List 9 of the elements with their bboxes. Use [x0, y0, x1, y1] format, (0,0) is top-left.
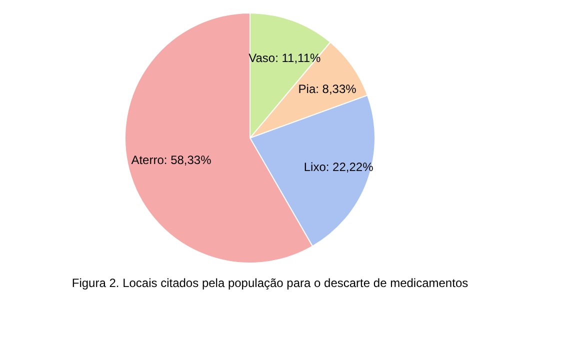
data-label: : 8,33%	[316, 82, 357, 96]
slice-label: Vaso	[248, 51, 276, 66]
slice-label: Pia	[298, 82, 316, 96]
data-label: : 22,22%	[326, 160, 374, 174]
slice-label: Lixo	[304, 160, 326, 174]
data-label: : 11,11%	[275, 51, 321, 66]
text: Figura 2. Locais citados pela população para o descarte de medicamentos	[72, 276, 468, 290]
data-label: : 58,33%	[164, 153, 212, 168]
slice-label: Aterro	[131, 153, 164, 168]
